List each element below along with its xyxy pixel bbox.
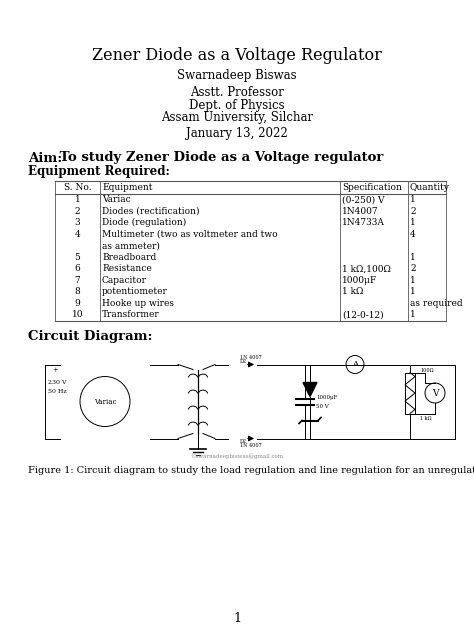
Text: 1000μF: 1000μF bbox=[316, 395, 337, 400]
Text: A: A bbox=[352, 360, 358, 368]
Text: 1 kΩ: 1 kΩ bbox=[342, 288, 364, 296]
Text: 4: 4 bbox=[74, 230, 81, 239]
Text: Zener Diode as a Voltage Regulator: Zener Diode as a Voltage Regulator bbox=[92, 47, 382, 63]
Text: 1: 1 bbox=[233, 612, 241, 624]
Text: S. No.: S. No. bbox=[64, 183, 91, 192]
Text: 1: 1 bbox=[410, 218, 416, 228]
Text: Figure 1: Circuit diagram to study the load regulation and line regulation for a: Figure 1: Circuit diagram to study the l… bbox=[28, 466, 474, 475]
Polygon shape bbox=[303, 382, 317, 396]
Text: Breadboard: Breadboard bbox=[102, 253, 156, 262]
Text: 1 kΩ: 1 kΩ bbox=[420, 416, 431, 421]
Text: Aim:: Aim: bbox=[28, 152, 62, 164]
Text: 1 kΩ,100Ω: 1 kΩ,100Ω bbox=[342, 264, 391, 273]
Text: 1: 1 bbox=[410, 195, 416, 204]
Text: (12-0-12): (12-0-12) bbox=[342, 310, 383, 319]
Text: potentiometer: potentiometer bbox=[102, 288, 168, 296]
Text: Variac: Variac bbox=[94, 398, 116, 406]
Text: 1N4007: 1N4007 bbox=[342, 207, 379, 216]
Text: Assam University, Silchar: Assam University, Silchar bbox=[161, 111, 313, 125]
Text: Specification: Specification bbox=[342, 183, 402, 192]
Text: 50 V: 50 V bbox=[316, 404, 329, 409]
Text: 1: 1 bbox=[410, 310, 416, 319]
Text: 1: 1 bbox=[410, 288, 416, 296]
Text: Quantity: Quantity bbox=[410, 183, 450, 192]
Text: 1: 1 bbox=[410, 253, 416, 262]
Text: Circuit Diagram:: Circuit Diagram: bbox=[28, 330, 153, 343]
Text: Capacitor: Capacitor bbox=[102, 276, 147, 285]
Text: as ammeter): as ammeter) bbox=[102, 241, 160, 250]
Text: 2: 2 bbox=[410, 264, 416, 273]
Text: +: + bbox=[306, 389, 312, 398]
Text: 1: 1 bbox=[74, 195, 81, 204]
Text: To study Zener Diode as a Voltage regulator: To study Zener Diode as a Voltage regula… bbox=[55, 152, 383, 164]
Text: 4: 4 bbox=[410, 230, 416, 239]
Text: Multimeter (two as voltmeter and two: Multimeter (two as voltmeter and two bbox=[102, 230, 278, 239]
Text: 7: 7 bbox=[74, 276, 81, 285]
Text: 1N 4007: 1N 4007 bbox=[240, 355, 262, 360]
Text: Hooke up wires: Hooke up wires bbox=[102, 299, 174, 308]
Text: 10: 10 bbox=[72, 310, 83, 319]
Text: 230 V: 230 V bbox=[48, 380, 66, 385]
Text: 1N4733A: 1N4733A bbox=[342, 218, 385, 228]
Text: 8: 8 bbox=[74, 288, 81, 296]
Text: V: V bbox=[432, 389, 438, 398]
Text: 1N 4007: 1N 4007 bbox=[240, 443, 262, 448]
Text: 2: 2 bbox=[75, 207, 80, 216]
Text: Transformer: Transformer bbox=[102, 310, 160, 319]
Text: 6: 6 bbox=[74, 264, 81, 273]
Text: Resistance: Resistance bbox=[102, 264, 152, 273]
Text: D2: D2 bbox=[239, 359, 246, 364]
Text: Asstt. Professor: Asstt. Professor bbox=[190, 85, 284, 99]
Text: Equipment: Equipment bbox=[102, 183, 153, 192]
Text: 2: 2 bbox=[410, 207, 416, 216]
Text: Dept. of Physics: Dept. of Physics bbox=[189, 99, 285, 111]
Text: Diode (regulation): Diode (regulation) bbox=[102, 218, 186, 228]
Text: Equipment Required:: Equipment Required: bbox=[28, 166, 170, 178]
Text: (0-250) V: (0-250) V bbox=[342, 195, 384, 204]
Text: +: + bbox=[52, 367, 58, 375]
Text: Swarnadeep Biswas: Swarnadeep Biswas bbox=[177, 70, 297, 83]
Text: 5: 5 bbox=[74, 253, 81, 262]
Text: 1: 1 bbox=[410, 276, 416, 285]
Text: Diodes (rectification): Diodes (rectification) bbox=[102, 207, 200, 216]
Text: 1000μF: 1000μF bbox=[342, 276, 377, 285]
Text: 9: 9 bbox=[74, 299, 81, 308]
Text: 50 Hz: 50 Hz bbox=[48, 389, 67, 394]
Text: January 13, 2022: January 13, 2022 bbox=[186, 126, 288, 140]
Text: ©swarnadeepbiswas@gmail.com: ©swarnadeepbiswas@gmail.com bbox=[191, 454, 283, 459]
Text: D2: D2 bbox=[239, 439, 246, 444]
Text: 100Ω: 100Ω bbox=[420, 368, 434, 373]
Text: Variac: Variac bbox=[102, 195, 131, 204]
Text: as required: as required bbox=[410, 299, 463, 308]
Text: 3: 3 bbox=[75, 218, 80, 228]
